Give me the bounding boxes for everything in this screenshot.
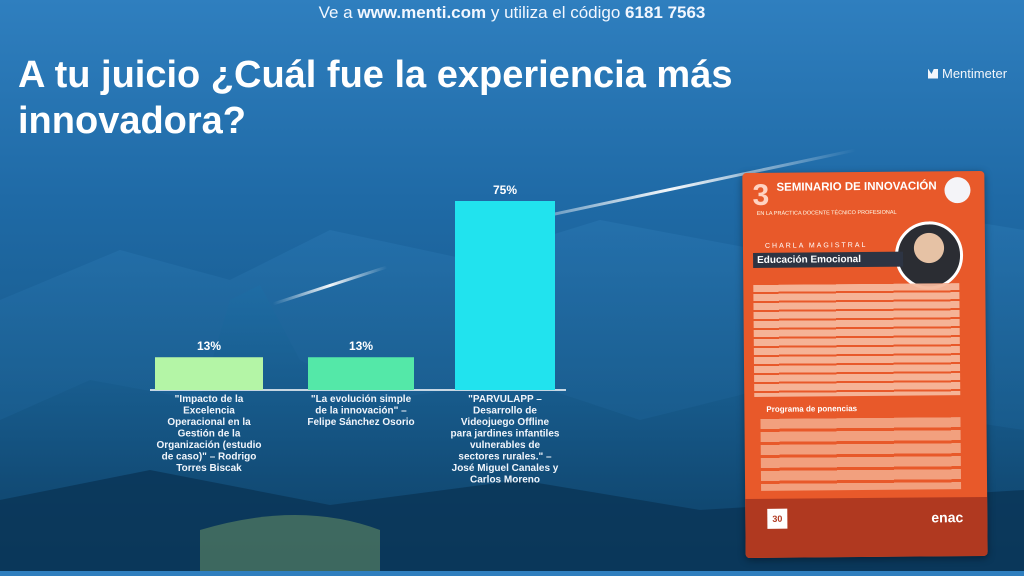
poster-talk-title: Educación Emocional [753,251,904,268]
join-middle: y utiliza el código [486,3,626,22]
bar-value-label-1: 13% [197,339,221,353]
mentimeter-logo-icon [928,68,938,79]
join-instructions: Ve a www.menti.com y utiliza el código 6… [0,0,1024,26]
poster-talk-kicker: CHARLA MAGISTRAL [764,241,868,250]
poster-date: 30 [767,508,788,529]
bar-2 [308,357,414,390]
bar-value-label-2: 13% [349,339,373,353]
bar-1 [155,357,263,390]
poster-brand: enac [931,509,964,526]
poster-schedule-table [753,283,961,397]
category-label-1: "Impacto de la Excelencia Operacional en l… [156,394,261,474]
poster-number: 3 [752,178,770,212]
category-label-3: "PARVULAPP – Desarrollo de Videojuego Offl… [451,394,560,486]
speaker-photo [894,221,964,290]
poster-program-label: Programa de ponencias [766,404,858,414]
bar-value-label-3: 75% [493,183,517,197]
brand-label: Mentimeter [942,66,1008,81]
seminar-poster: 3 SEMINARIO DE INNOVACIÓN EN LA PRÁCTICA… [742,170,988,559]
category-label-2: "La evolución simple de la innovación" – F… [307,394,414,428]
poster-program-table [760,417,962,491]
poster-title: SEMINARIO DE INNOVACIÓN [776,180,937,194]
bar-3 [455,201,555,390]
poster-subtitle: EN LA PRÁCTICA DOCENTE TÉCNICO PROFESION… [756,209,897,217]
join-url: www.menti.com [357,3,487,22]
poster-logo-icon [944,177,971,204]
mentimeter-brand: Mentimeter [928,66,1007,81]
join-prefix: Ve a [318,3,358,22]
join-code: 6181 7563 [625,3,706,22]
question-title: A tu juicio ¿Cuál fue la experiencia más… [18,54,733,142]
